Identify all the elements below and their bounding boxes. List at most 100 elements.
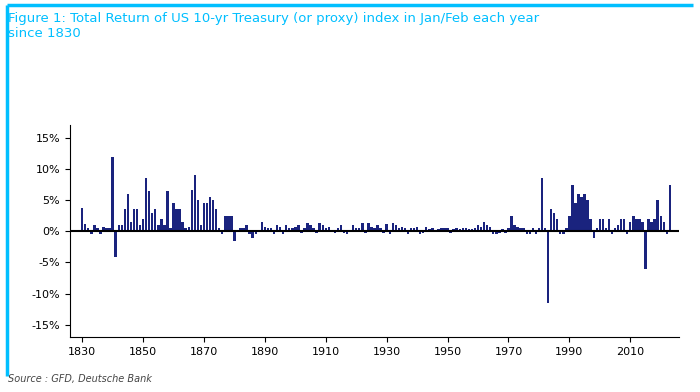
Bar: [215, 209, 218, 231]
Bar: [650, 222, 653, 231]
Bar: [468, 229, 470, 231]
Bar: [361, 223, 363, 231]
Bar: [325, 228, 327, 231]
Bar: [303, 228, 306, 231]
Bar: [352, 225, 354, 231]
Bar: [449, 231, 452, 232]
Bar: [270, 228, 272, 231]
Bar: [377, 225, 379, 231]
Bar: [379, 228, 382, 231]
Bar: [391, 223, 394, 231]
Bar: [81, 208, 83, 231]
Bar: [580, 197, 583, 231]
Bar: [346, 231, 349, 234]
Bar: [166, 191, 169, 231]
Bar: [657, 200, 659, 231]
Bar: [386, 224, 388, 231]
Bar: [632, 216, 634, 231]
Bar: [172, 203, 175, 231]
Bar: [285, 225, 288, 231]
Bar: [531, 228, 534, 231]
Bar: [410, 228, 412, 231]
Bar: [84, 224, 86, 231]
Bar: [526, 231, 528, 234]
Bar: [504, 231, 507, 232]
Bar: [148, 191, 150, 231]
Bar: [276, 225, 279, 231]
Bar: [139, 225, 141, 231]
Bar: [373, 228, 376, 231]
Bar: [623, 219, 625, 231]
Bar: [461, 228, 464, 231]
Bar: [136, 209, 138, 231]
Bar: [130, 222, 132, 231]
Bar: [358, 228, 361, 231]
Bar: [298, 225, 300, 231]
Bar: [133, 209, 135, 231]
Text: Source : GFD, Deutsche Bank: Source : GFD, Deutsche Bank: [8, 374, 153, 384]
Bar: [163, 225, 166, 231]
Bar: [422, 231, 424, 232]
Bar: [541, 178, 543, 231]
Bar: [517, 227, 519, 231]
Bar: [382, 231, 385, 232]
Bar: [666, 231, 668, 234]
Bar: [440, 228, 442, 231]
Bar: [501, 229, 503, 231]
Bar: [169, 228, 172, 231]
Bar: [255, 231, 257, 234]
Bar: [404, 228, 406, 231]
Bar: [592, 231, 595, 238]
Bar: [562, 231, 564, 234]
Bar: [419, 231, 421, 234]
Bar: [209, 197, 211, 231]
Bar: [294, 227, 297, 231]
Bar: [483, 222, 485, 231]
Bar: [273, 231, 275, 234]
Bar: [465, 228, 467, 231]
Bar: [578, 194, 580, 231]
Bar: [513, 225, 516, 231]
Bar: [535, 231, 537, 234]
Bar: [389, 231, 391, 234]
Bar: [565, 228, 568, 231]
Bar: [644, 231, 647, 269]
Bar: [318, 223, 321, 231]
Bar: [641, 222, 644, 231]
Bar: [519, 228, 522, 231]
Bar: [498, 231, 500, 233]
Bar: [480, 227, 482, 231]
Bar: [470, 229, 473, 231]
Bar: [309, 225, 312, 231]
Bar: [587, 200, 589, 231]
Bar: [96, 228, 99, 231]
Bar: [556, 219, 559, 231]
Bar: [547, 231, 550, 303]
Bar: [307, 223, 309, 231]
Bar: [528, 231, 531, 234]
Bar: [486, 225, 489, 231]
Bar: [282, 231, 284, 234]
Bar: [589, 219, 592, 231]
Bar: [246, 225, 248, 231]
Bar: [614, 228, 616, 231]
Bar: [239, 228, 241, 231]
Bar: [260, 222, 263, 231]
Bar: [648, 219, 650, 231]
Bar: [151, 212, 153, 231]
Bar: [608, 219, 610, 231]
Bar: [355, 228, 358, 231]
Bar: [176, 209, 178, 231]
Bar: [428, 229, 430, 231]
Bar: [635, 219, 638, 231]
Bar: [203, 203, 205, 231]
Bar: [456, 228, 458, 231]
Bar: [279, 227, 281, 231]
Bar: [611, 231, 613, 234]
Bar: [340, 225, 342, 231]
Bar: [267, 228, 269, 231]
Bar: [199, 225, 202, 231]
Bar: [492, 231, 494, 234]
Bar: [194, 175, 196, 231]
Bar: [190, 190, 193, 231]
